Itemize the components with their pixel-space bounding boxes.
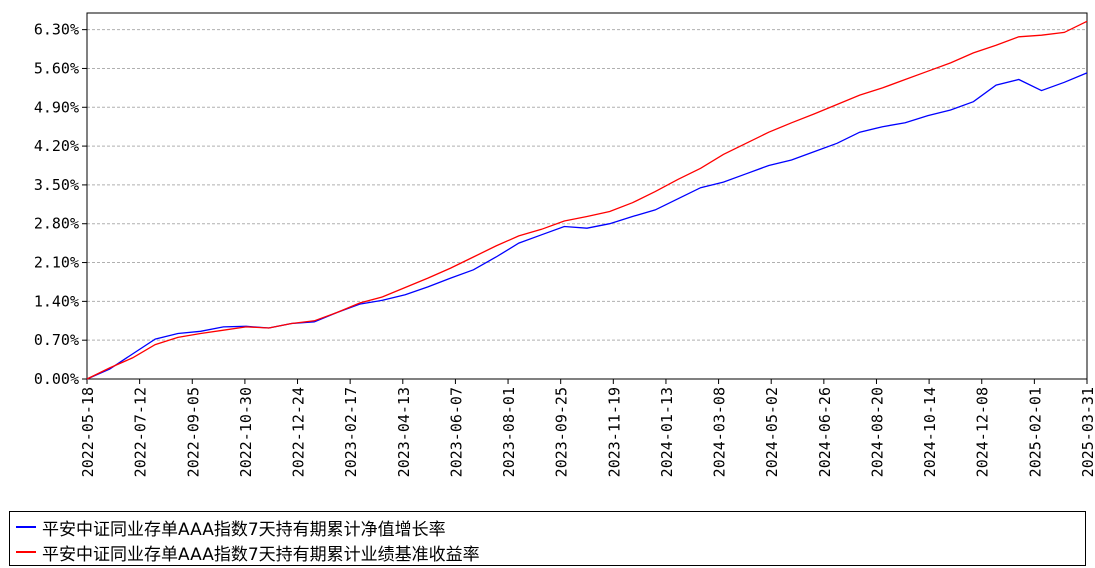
- x-tick-label: 2022-09-05: [184, 387, 202, 477]
- x-tick-label: 2023-09-25: [553, 387, 571, 477]
- y-tick-label: 4.20%: [34, 137, 79, 155]
- x-tick-label: 2024-06-26: [816, 387, 834, 477]
- y-tick-label: 0.00%: [34, 370, 79, 388]
- x-axis: 2022-05-18 2022-07-12 2022-09-05 2022-10-30…: [79, 379, 1095, 477]
- y-tick-label: 5.60%: [34, 59, 79, 77]
- line-chart: 0.00% 0.70% 1.40% 2.10% 2.80% 3.50% 4.20% 4.90%…: [34, 12, 1095, 477]
- legend-item-benchmark: 平安中证同业存单AAA指数7天持有期累计业绩基准收益率: [16, 540, 480, 565]
- x-tick-label: 2024-01-13: [658, 387, 676, 477]
- x-tick-label: 2022-05-18: [79, 387, 97, 477]
- legend-label-benchmark: 平安中证同业存单AAA指数7天持有期累计业绩基准收益率: [42, 544, 480, 565]
- grid-lines: [87, 29, 1087, 341]
- plot-area: [86, 12, 1088, 380]
- x-tick-label: 2024-03-08: [711, 387, 729, 477]
- series-lines: [86, 20, 1088, 380]
- x-tick-label: 2023-08-01: [500, 387, 518, 477]
- x-tick-label: 2024-08-20: [868, 387, 886, 477]
- legend-item-nav: 平安中证同业存单AAA指数7天持有期累计净值增长率: [16, 515, 446, 540]
- legend: 平安中证同业存单AAA指数7天持有期累计净值增长率 平安中证同业存单AAA指数7…: [9, 511, 1086, 566]
- x-tick-label: 2024-05-02: [763, 387, 781, 477]
- x-tick-label: 2024-12-08: [974, 387, 992, 477]
- legend-swatch-blue: [16, 526, 36, 528]
- y-tick-label: 0.70%: [34, 331, 79, 349]
- y-tick-label: 2.10%: [34, 254, 79, 272]
- x-tick-label: 2023-04-13: [395, 387, 413, 477]
- x-tick-label: 2023-11-19: [605, 387, 623, 477]
- x-tick-label: 2025-03-31: [1079, 387, 1095, 477]
- y-tick-label: 4.90%: [34, 98, 79, 116]
- y-tick-label: 6.30%: [34, 21, 79, 39]
- x-tick-label: 2023-02-17: [342, 387, 360, 477]
- x-tick-label: 2022-12-24: [290, 387, 308, 477]
- y-tick-label: 3.50%: [34, 176, 79, 194]
- legend-swatch-red: [16, 551, 36, 553]
- x-tick-label: 2022-10-30: [237, 387, 255, 477]
- series-line-nav: [86, 72, 1088, 380]
- y-axis: 0.00% 0.70% 1.40% 2.10% 2.80% 3.50% 4.20% 4.90%…: [34, 21, 87, 388]
- y-tick-label: 1.40%: [34, 292, 79, 310]
- legend-label-nav: 平安中证同业存单AAA指数7天持有期累计净值增长率: [42, 519, 446, 540]
- x-tick-label: 2025-02-01: [1026, 387, 1044, 477]
- y-tick-label: 2.80%: [34, 215, 79, 233]
- x-tick-label: 2023-06-07: [447, 387, 465, 477]
- x-tick-label: 2022-07-12: [132, 387, 150, 477]
- series-line-benchmark: [86, 20, 1088, 380]
- x-tick-label: 2024-10-14: [921, 387, 939, 477]
